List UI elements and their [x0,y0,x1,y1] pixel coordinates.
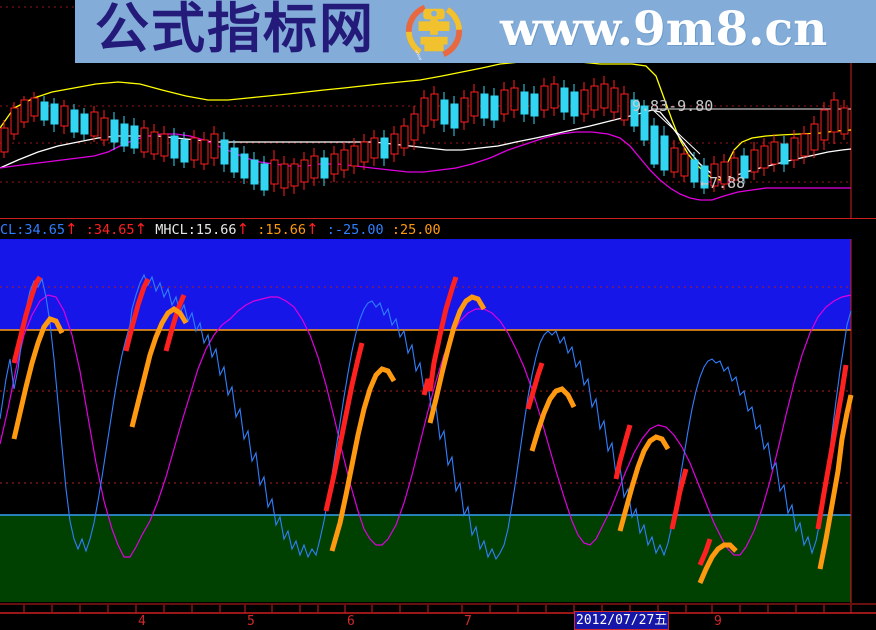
oscillator-panel[interactable] [0,239,876,603]
selected-date-chip[interactable]: 2012/07/27五 [574,611,670,630]
readout-cl-value: 34.65 [24,222,66,238]
series-mhcl-orange [11,294,854,584]
readout-cl-label: CL: [0,222,25,238]
readout-mhcl2-value: 15.66 [265,222,307,238]
x-tick-label-7: 7 [464,614,472,629]
x-axis-svg [0,603,876,614]
price-low-label: ←7.88 [700,174,746,192]
price-chart-panel[interactable]: 9.83-9.80 ←7.88 [0,0,876,219]
jiuming-logo-icon: www.9m8.cn [405,2,463,60]
watermark-url: www.9m8.cn [500,2,828,57]
indicator-readout-bar: CL:34.65↑ :34.65↑ MHCL:15.66↑ :15.66↑ :-… [0,219,876,239]
price-chart-svg [0,0,852,219]
readout-lower-value: -25.00 [334,222,384,238]
oscillator-gridlines [0,286,851,484]
readout-upper-label: : [391,222,400,238]
readout-cl2-label: : [85,222,94,238]
readout-mhcl-value: 15.66 [195,222,237,238]
x-tick-label-9: 9 [714,614,722,629]
readout-mhcl-arrow-icon: ↑ [236,220,250,238]
price-ref-leader [651,108,701,155]
readout-mhcl-label: MHCL: [155,222,196,238]
x-tick-label-5: 5 [247,614,255,629]
overbought-zone [0,239,851,330]
x-tick-label-4: 4 [138,614,146,629]
x-tick-label-6: 6 [347,614,355,629]
readout-cl2-arrow-icon: ↑ [134,220,148,238]
site-watermark-banner: 公式指标网 www.9m8.cn www.9m8.cn [75,0,876,63]
series-cl-signal [0,294,852,558]
oscillator-svg [0,239,854,603]
watermark-site-name: 公式指标网 [95,0,375,60]
readout-upper-value: 25.00 [399,222,441,238]
panel-divider [0,218,876,219]
series-mhcl-red [11,275,849,566]
readout-lower-label: : [326,222,335,238]
x-axis[interactable]: 4 5 6 7 9 [0,603,876,630]
readout-mhcl2-arrow-icon: ↑ [306,220,319,238]
readout-mhcl2-label: : [257,222,266,238]
readout-cl-arrow-icon: ↑ [65,220,78,238]
candlestick-series [0,76,849,196]
oversold-zone [0,515,851,602]
readout-cl2-value: 34.65 [93,222,135,238]
price-high-label: 9.83-9.80 [632,97,714,115]
